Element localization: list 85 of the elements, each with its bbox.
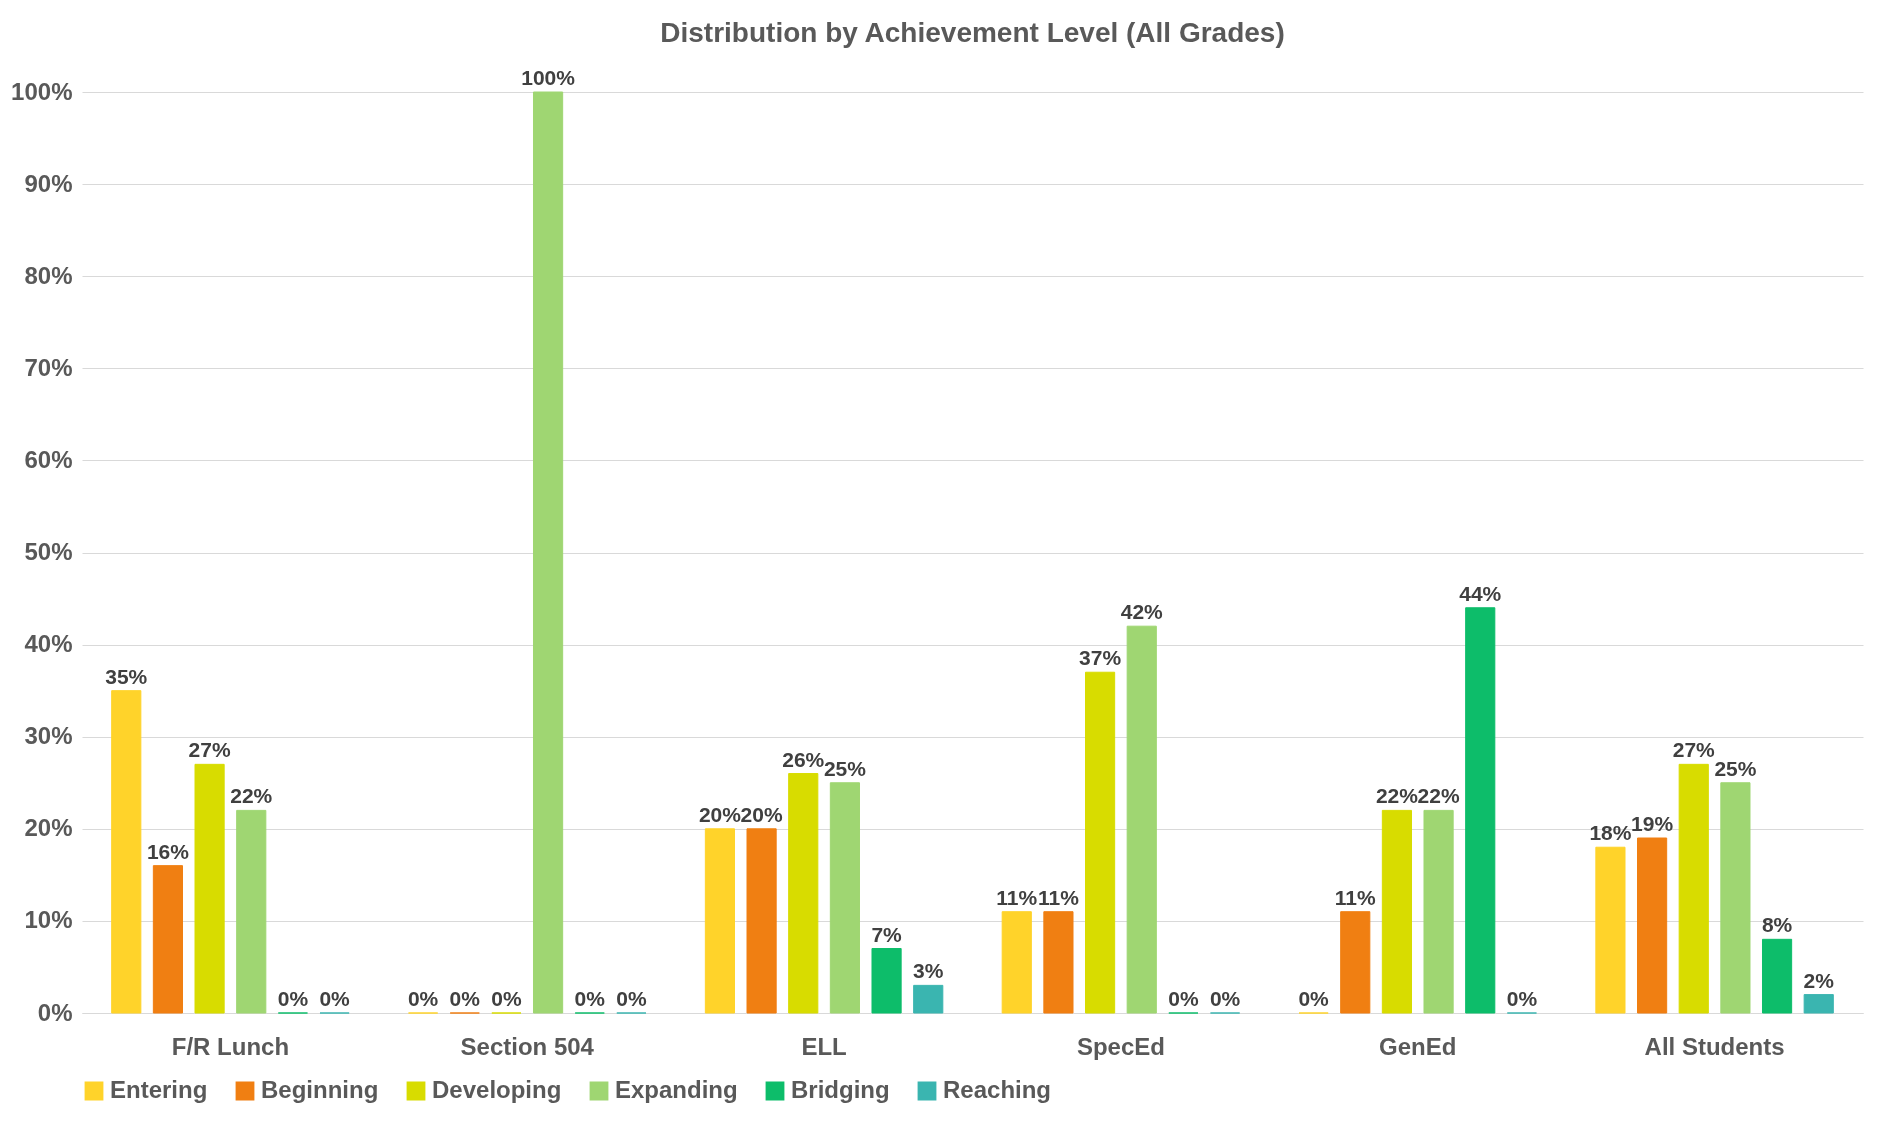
data-label: 27%	[188, 738, 231, 762]
bar	[1678, 763, 1709, 1014]
bar	[871, 948, 902, 1014]
bar	[1595, 846, 1626, 1014]
bar	[1381, 809, 1412, 1014]
bar	[1043, 911, 1074, 1014]
data-label: 0%	[491, 987, 522, 1010]
legend-label: Bridging	[791, 1076, 890, 1103]
y-tick-label: 100%	[11, 77, 73, 105]
legend-label: Expanding	[615, 1076, 738, 1103]
bar	[1001, 911, 1032, 1014]
data-label: 0%	[319, 987, 351, 1010]
data-label: 37%	[1079, 646, 1122, 670]
data-label: 11%	[1334, 885, 1377, 909]
data-label: 42%	[1120, 600, 1164, 624]
data-label: 44%	[1459, 581, 1502, 605]
legend-label: Entering	[110, 1076, 208, 1103]
data-label: 25%	[823, 756, 867, 780]
data-label: 0%	[1168, 987, 1199, 1010]
data-label: 22%	[1375, 784, 1419, 808]
bar	[1340, 911, 1371, 1014]
bar	[1761, 938, 1793, 1014]
data-label: 0%	[1298, 987, 1330, 1010]
data-label: 16%	[146, 839, 190, 863]
x-tick-label: F/R Lunch	[171, 1032, 290, 1060]
data-label: 8%	[1761, 913, 1793, 937]
data-label: 0%	[407, 987, 439, 1010]
y-tick-label: 0%	[37, 998, 73, 1026]
chart-title: Distribution by Achievement Level (All Grades)	[660, 17, 1285, 48]
data-label: 25%	[1714, 756, 1757, 780]
data-label: 19%	[1631, 812, 1674, 836]
bar	[1465, 607, 1496, 1014]
x-tick-label: ELL	[801, 1032, 847, 1060]
bar	[533, 91, 564, 1014]
y-tick-label: 80%	[24, 261, 73, 289]
x-tick-label: All Students	[1644, 1032, 1785, 1060]
data-label: 100%	[521, 66, 576, 89]
x-tick-label: SpecEd	[1076, 1032, 1165, 1060]
bar	[1126, 625, 1157, 1014]
data-label: 0%	[616, 987, 647, 1010]
y-tick-label: 70%	[24, 353, 73, 381]
data-label: 0%	[1209, 987, 1241, 1010]
data-label: 22%	[1417, 784, 1460, 808]
data-label: 0%	[1506, 987, 1538, 1010]
bar	[913, 984, 944, 1014]
y-tick-label: 60%	[24, 445, 73, 473]
y-tick-label: 10%	[24, 906, 73, 934]
x-tick-label: Section 504	[460, 1032, 595, 1060]
bar	[1085, 671, 1116, 1014]
bar	[829, 782, 860, 1014]
bar	[1803, 994, 1834, 1014]
bar	[194, 763, 225, 1014]
data-label: 18%	[1589, 821, 1632, 845]
y-tick-label: 90%	[24, 169, 73, 197]
data-label: 11%	[1037, 885, 1080, 909]
bar	[152, 865, 184, 1014]
data-label: 20%	[698, 802, 742, 826]
y-tick-label: 50%	[24, 538, 73, 565]
bar	[704, 828, 736, 1014]
data-label: 35%	[105, 664, 148, 688]
y-tick-label: 20%	[24, 814, 73, 842]
bar	[236, 809, 267, 1014]
data-label: 7%	[871, 922, 903, 946]
y-tick-label: 30%	[24, 722, 73, 750]
data-label: 0%	[449, 987, 481, 1010]
data-label: 22%	[230, 784, 273, 808]
x-tick-label: GenEd	[1379, 1032, 1457, 1060]
bar	[111, 690, 142, 1014]
bar	[1720, 782, 1751, 1014]
bar	[1423, 809, 1454, 1014]
data-label: 20%	[740, 802, 783, 826]
data-label: 3%	[913, 959, 944, 983]
bar	[746, 828, 777, 1014]
data-label: 11%	[996, 885, 1038, 909]
legend-label: Beginning	[261, 1076, 379, 1103]
y-tick-label: 40%	[24, 630, 73, 658]
bar	[788, 773, 819, 1014]
data-label: 26%	[782, 747, 825, 771]
legend-label: Developing	[432, 1076, 562, 1103]
data-label: 0%	[277, 987, 309, 1010]
data-label: 2%	[1803, 968, 1835, 992]
data-label: 27%	[1672, 738, 1716, 762]
legend-label: Reaching	[943, 1076, 1052, 1103]
data-label: 0%	[574, 987, 606, 1010]
bar	[1637, 837, 1668, 1014]
